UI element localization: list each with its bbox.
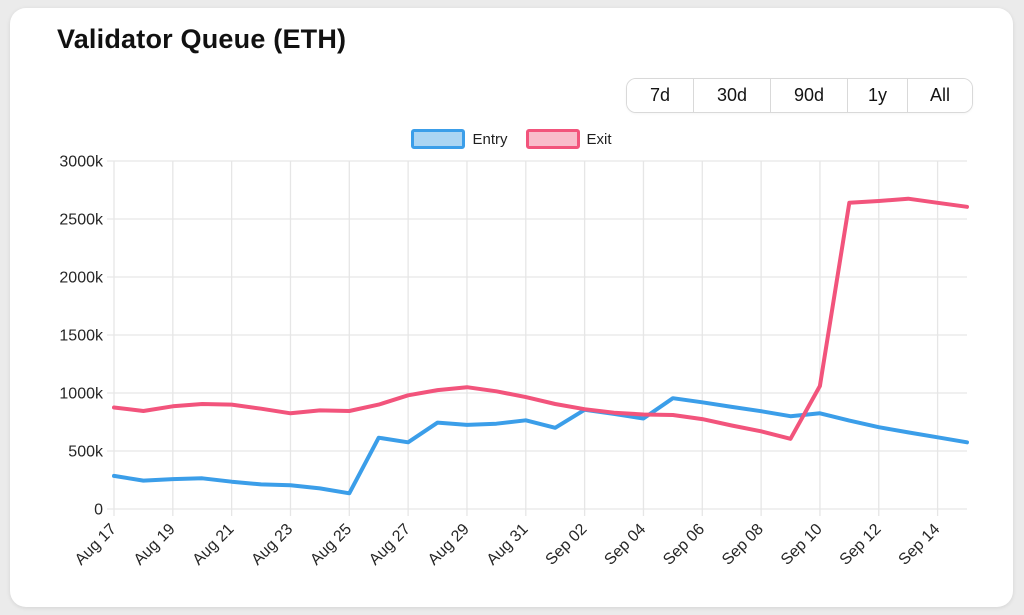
svg-text:Sep 02: Sep 02 (543, 521, 591, 569)
series-line-entry (112, 396, 969, 496)
x-axis-labels: Aug 17 Aug 19 Aug 21 Aug 23 Aug 25 Aug 27 Aug … (72, 521, 944, 569)
svg-text:1000k: 1000k (59, 386, 104, 403)
svg-text:Aug 31: Aug 31 (484, 521, 532, 569)
svg-text:Aug 17: Aug 17 (72, 521, 120, 569)
legend-item-exit[interactable]: Exit (525, 129, 612, 149)
svg-text:1500k: 1500k (59, 328, 104, 345)
time-range-group: 7d 30d 90d 1y All (626, 78, 973, 113)
svg-text:Sep 14: Sep 14 (896, 521, 944, 569)
svg-text:Aug 19: Aug 19 (131, 521, 179, 569)
svg-text:Sep 12: Sep 12 (837, 521, 885, 569)
chart-card: Validator Queue (ETH) 7d 30d 90d 1y All … (10, 8, 1013, 607)
svg-text:Aug 27: Aug 27 (366, 521, 414, 569)
svg-text:500k: 500k (68, 444, 104, 461)
legend-item-entry[interactable]: Entry (411, 129, 508, 149)
series-lines (112, 196, 969, 496)
svg-text:Sep 04: Sep 04 (601, 521, 649, 569)
svg-text:Aug 23: Aug 23 (248, 521, 296, 569)
svg-text:Aug 29: Aug 29 (425, 521, 473, 569)
svg-text:Sep 06: Sep 06 (660, 521, 708, 569)
svg-text:3000k: 3000k (59, 154, 104, 171)
y-axis-labels: 0 500k 1000k 1500k 2000k 2500k 3000k (59, 154, 104, 519)
time-range-button-1y[interactable]: 1y (847, 79, 907, 112)
svg-text:Aug 25: Aug 25 (307, 521, 355, 569)
legend-swatch-exit-icon (525, 129, 580, 149)
svg-text:Sep 08: Sep 08 (719, 521, 767, 569)
svg-text:2500k: 2500k (59, 212, 104, 229)
page-title: Validator Queue (ETH) (57, 24, 347, 54)
time-range-button-7d[interactable]: 7d (627, 79, 693, 112)
chart-grid (107, 160, 967, 516)
time-range-button-all[interactable]: All (907, 79, 972, 112)
time-range-button-90d[interactable]: 90d (770, 79, 847, 112)
svg-text:0: 0 (94, 502, 103, 519)
time-range-button-30d[interactable]: 30d (693, 79, 770, 112)
svg-text:Aug 21: Aug 21 (190, 521, 238, 569)
legend-label-entry: Entry (472, 130, 508, 148)
legend-label-exit: Exit (586, 130, 612, 148)
chart-legend: Entry Exit (10, 128, 1013, 150)
series-line-exit (112, 196, 969, 441)
svg-text:2000k: 2000k (59, 270, 104, 287)
svg-text:Sep 10: Sep 10 (778, 521, 826, 569)
legend-swatch-entry-icon (411, 129, 466, 149)
